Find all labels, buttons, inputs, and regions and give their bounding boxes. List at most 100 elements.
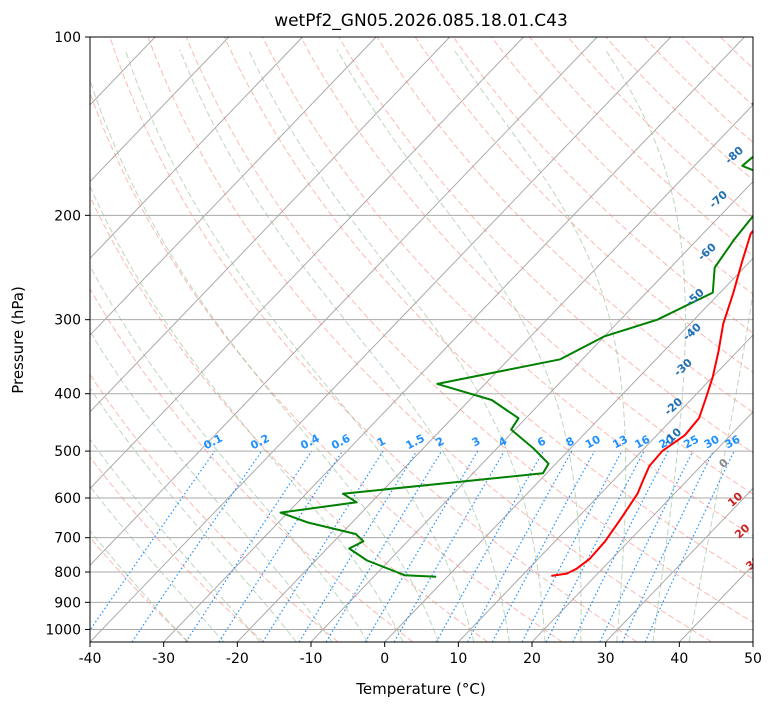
moist-adiabat-line xyxy=(90,530,188,642)
dry-adiabat-line xyxy=(147,37,712,642)
dry-adiabat-line xyxy=(376,37,753,413)
chart-title: wetPf2_GN05.2026.085.18.01.C43 xyxy=(274,11,568,31)
isotherm-line xyxy=(605,487,753,642)
y-tick-label: 300 xyxy=(54,313,81,329)
y-tick-label: 1000 xyxy=(45,622,81,638)
moist-adiabat-line xyxy=(90,387,297,642)
y-axis-ticks: 100 200 300 400 500 600 700 800 900 1000 xyxy=(45,30,90,638)
mixing-ratio-label: 20 xyxy=(657,433,677,452)
isotherm-line xyxy=(90,37,598,566)
dry-adiabat-line xyxy=(452,37,753,334)
moist-adiabat-line xyxy=(336,49,582,642)
isotherm-line xyxy=(384,257,753,642)
isobar-grid xyxy=(90,37,753,630)
dry-adiabat-line xyxy=(90,456,264,642)
moist-adiabat-line xyxy=(90,185,404,642)
moist-adiabat-line xyxy=(605,49,686,642)
isotherm-line xyxy=(90,37,230,183)
y-axis-label: Pressure (hPa) xyxy=(9,286,27,394)
dry-adiabat-label: 40 xyxy=(749,581,769,601)
plot-frame xyxy=(89,36,754,643)
y-tick-label: 700 xyxy=(54,531,81,547)
isotherm-line xyxy=(457,334,753,642)
y-tick-label: 400 xyxy=(54,387,81,403)
moist-adiabats xyxy=(90,49,753,642)
dry-adiabat-line xyxy=(605,37,753,181)
moist-adiabat-line xyxy=(124,49,475,642)
mixing-ratio-label: 25 xyxy=(681,433,701,452)
dry-adiabat-line xyxy=(491,37,753,295)
dry-adiabat-line xyxy=(414,37,753,374)
dry-adiabat-line xyxy=(109,37,638,642)
mixing-ratio-label: 30 xyxy=(702,433,722,452)
mixing-ratio-line xyxy=(325,450,443,642)
x-tick-label: 30 xyxy=(597,651,615,667)
isotherm-line xyxy=(163,37,745,642)
x-tick-label: -30 xyxy=(152,651,175,667)
dry-adiabat-line xyxy=(224,37,753,580)
mixing-ratio-line xyxy=(466,450,573,642)
y-tick-label: 800 xyxy=(54,565,81,581)
isotherm-line xyxy=(90,37,524,490)
mixing-ratio-line xyxy=(393,450,505,642)
mixing-ratio-line xyxy=(435,450,544,642)
mixing-ratio-lines: 0.1 0.2 0.4 0.6 1 1.5 2 3 4 6 8 10 13 16 20 25 30 36 xyxy=(90,432,743,642)
mixing-ratio-line xyxy=(644,450,735,642)
moist-adiabat-line xyxy=(90,265,369,642)
isotherm-line xyxy=(90,37,377,336)
sounding-profiles xyxy=(279,155,753,578)
dry-adiabat-line xyxy=(338,37,753,454)
isotherm-line xyxy=(90,37,672,642)
y-tick-label: 200 xyxy=(54,208,81,224)
x-tick-label: -40 xyxy=(79,651,102,667)
mixing-ratio-label: 36 xyxy=(723,433,743,452)
y-tick-label: 500 xyxy=(54,444,81,460)
y-tick-label: 100 xyxy=(54,30,81,46)
mixing-ratio-line xyxy=(131,450,263,642)
isotherm-grid xyxy=(90,37,753,642)
x-tick-label: 10 xyxy=(449,651,467,667)
x-tick-label: 20 xyxy=(523,651,541,667)
mixing-ratio-line xyxy=(298,450,418,642)
moist-adiabat-line xyxy=(90,485,225,642)
dry-adiabat-label: 30 xyxy=(743,553,763,573)
dry-adiabat-line xyxy=(262,37,753,537)
mixing-ratio-line xyxy=(218,450,344,642)
mixing-ratio-line xyxy=(262,450,384,642)
dry-adiabat-line xyxy=(90,287,414,642)
moist-adiabat-line xyxy=(90,78,439,642)
isotherm-line xyxy=(236,104,753,642)
isotherm-line xyxy=(90,37,303,260)
dry-adiabats xyxy=(90,37,753,642)
moist-adiabat-line xyxy=(688,289,753,642)
y-tick-label: 900 xyxy=(54,595,81,611)
moist-adiabat-line xyxy=(90,330,333,642)
x-axis-ticks: -40 -30 -20 -10 0 10 20 30 40 50 xyxy=(79,642,762,667)
dry-adiabat-label: -90 xyxy=(747,86,771,109)
dry-adiabat-line xyxy=(90,195,488,642)
moist-adiabat-line xyxy=(90,438,261,642)
mixing-ratio-label: 10 xyxy=(583,433,603,452)
dry-adiabat-line xyxy=(300,37,753,495)
temperature-profile-line xyxy=(551,229,753,577)
moist-adiabat-line xyxy=(247,49,546,642)
x-tick-label: 40 xyxy=(670,651,688,667)
x-tick-label: -10 xyxy=(300,651,323,667)
moist-adiabat-line xyxy=(453,49,627,642)
x-tick-label: 50 xyxy=(744,651,762,667)
dewpoint-profile-line xyxy=(279,155,753,578)
dry-adiabat-line xyxy=(90,536,190,642)
x-axis-label: Temperature (°C) xyxy=(355,680,485,698)
dry-adiabat-line xyxy=(90,91,563,642)
mixing-ratio-line xyxy=(90,450,216,632)
isotherm-line xyxy=(90,37,451,413)
mixing-ratio-line xyxy=(621,450,714,642)
mixing-ratio-label: 16 xyxy=(633,433,653,452)
dry-adiabat-line xyxy=(567,37,753,219)
mixing-ratio-line xyxy=(599,450,694,642)
mixing-ratio-label: 13 xyxy=(610,433,630,452)
y-tick-label: 600 xyxy=(54,491,81,507)
x-tick-label: 0 xyxy=(380,651,389,667)
dry-adiabat-line xyxy=(529,37,753,257)
mixing-ratio-line xyxy=(491,450,596,642)
